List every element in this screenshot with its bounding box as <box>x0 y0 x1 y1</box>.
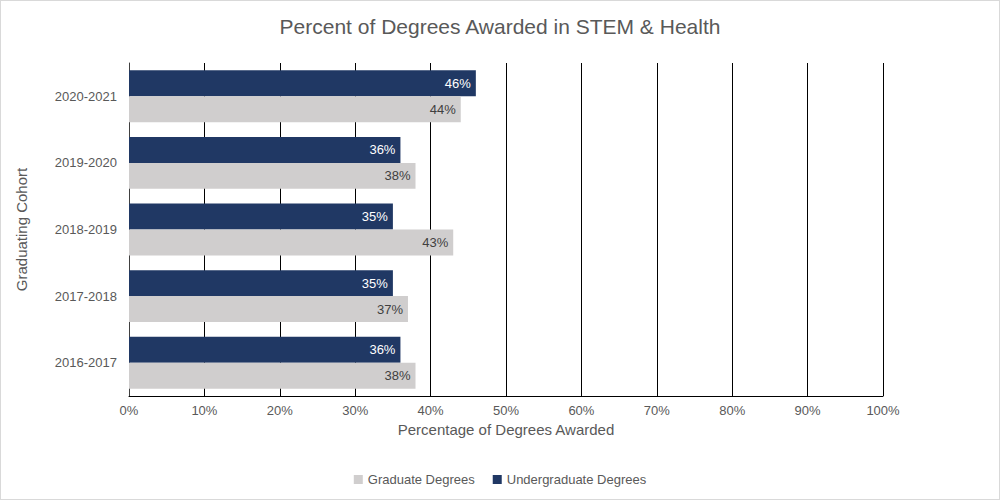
svg-text:20%: 20% <box>267 403 293 418</box>
svg-text:90%: 90% <box>795 403 821 418</box>
svg-text:100%: 100% <box>866 403 900 418</box>
svg-text:30%: 30% <box>342 403 368 418</box>
svg-text:Graduating Cohort: Graduating Cohort <box>13 167 30 291</box>
svg-text:2018-2019: 2018-2019 <box>55 222 117 237</box>
svg-text:2020-2021: 2020-2021 <box>55 89 117 104</box>
svg-text:Undergraduate Degrees: Undergraduate Degrees <box>507 472 647 487</box>
svg-text:37%: 37% <box>377 302 403 317</box>
svg-text:36%: 36% <box>369 142 395 157</box>
svg-text:40%: 40% <box>418 403 444 418</box>
svg-text:2016-2017: 2016-2017 <box>55 355 117 370</box>
svg-text:46%: 46% <box>445 76 471 91</box>
svg-text:38%: 38% <box>384 368 410 383</box>
svg-text:43%: 43% <box>422 235 448 250</box>
svg-text:Graduate Degrees: Graduate Degrees <box>368 472 475 487</box>
svg-text:60%: 60% <box>568 403 594 418</box>
svg-text:0%: 0% <box>120 403 139 418</box>
svg-text:35%: 35% <box>362 276 388 291</box>
svg-text:2017-2018: 2017-2018 <box>55 289 117 304</box>
svg-text:36%: 36% <box>369 342 395 357</box>
svg-text:Percentage of Degrees Awarded: Percentage of Degrees Awarded <box>398 421 615 438</box>
svg-text:10%: 10% <box>191 403 217 418</box>
svg-text:2019-2020: 2019-2020 <box>55 155 117 170</box>
svg-text:70%: 70% <box>644 403 670 418</box>
svg-text:35%: 35% <box>362 209 388 224</box>
svg-text:38%: 38% <box>384 168 410 183</box>
svg-text:44%: 44% <box>430 102 456 117</box>
svg-text:Percent of Degrees Awarded in: Percent of Degrees Awarded in STEM & Hea… <box>280 15 721 38</box>
svg-text:80%: 80% <box>719 403 745 418</box>
svg-text:50%: 50% <box>493 403 519 418</box>
